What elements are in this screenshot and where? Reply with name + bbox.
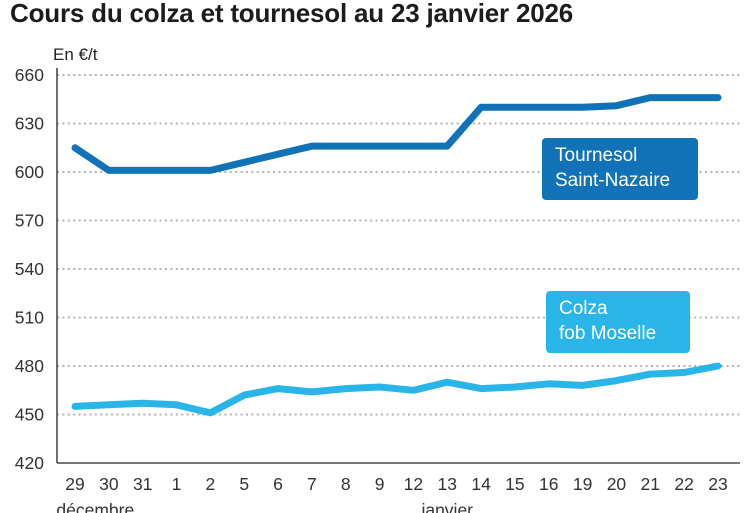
- x-tick-label: 12: [404, 474, 423, 494]
- y-tick-label: 600: [15, 162, 44, 182]
- y-tick-label: 480: [15, 356, 44, 376]
- x-tick-label: 6: [273, 474, 283, 494]
- x-tick-label: 13: [438, 474, 457, 494]
- x-tick-label: 2: [205, 474, 215, 494]
- x-tick-label: 5: [239, 474, 249, 494]
- y-tick-label: 510: [15, 308, 44, 328]
- y-tick-label: 660: [15, 65, 44, 85]
- x-axis-month-label: décembre: [56, 500, 134, 513]
- x-tick-label: 16: [539, 474, 558, 494]
- y-axis-unit-label: En €/t: [53, 45, 98, 64]
- chart-title: Cours du colza et tournesol au 23 janvie…: [10, 0, 573, 28]
- legend-colza-fob-moselle: Colza fob Moselle: [546, 291, 690, 354]
- y-tick-label: 630: [15, 114, 44, 134]
- tournesol-line: [71, 94, 722, 174]
- x-tick-label: 14: [471, 474, 491, 494]
- x-tick-label: 9: [375, 474, 385, 494]
- x-tick-label: 22: [674, 474, 693, 494]
- legend-tournesol-line2: Saint-Nazaire: [555, 169, 671, 191]
- legend-colza-line2: fob Moselle: [559, 322, 657, 344]
- y-tick-label: 420: [15, 453, 44, 473]
- legend-tournesol-saint-nazaire: Tournesol Saint-Nazaire: [542, 138, 698, 201]
- x-tick-label: 20: [607, 474, 627, 494]
- x-tick-label: 7: [307, 474, 317, 494]
- x-axis-month-label: janvier: [420, 500, 473, 513]
- x-tick-label: 29: [65, 474, 84, 494]
- x-tick-label: 23: [708, 474, 727, 494]
- y-tick-label: 540: [15, 259, 44, 279]
- x-tick-label: 19: [573, 474, 592, 494]
- y-tick-label: 570: [15, 211, 44, 231]
- x-tick-label: 8: [341, 474, 351, 494]
- colza-line: [71, 362, 722, 417]
- y-tick-label: 450: [15, 405, 44, 425]
- x-tick-label: 31: [133, 474, 152, 494]
- x-tick-label: 21: [641, 474, 660, 494]
- legend-colza-line1: Colza: [559, 298, 608, 319]
- x-tick-label: 30: [99, 474, 119, 494]
- x-tick-label: 15: [505, 474, 524, 494]
- x-tick-label: 1: [172, 474, 182, 494]
- legend-tournesol-line1: Tournesol: [555, 145, 638, 166]
